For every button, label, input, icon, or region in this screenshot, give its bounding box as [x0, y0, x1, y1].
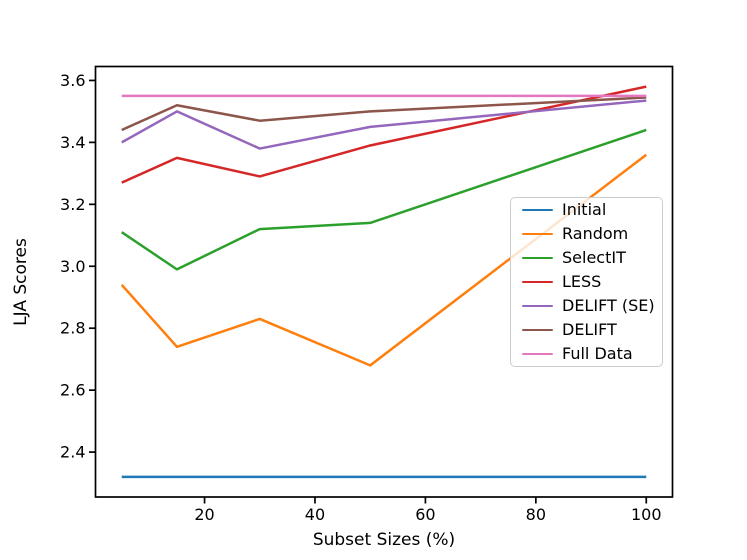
series-line-delift [121, 96, 647, 132]
legend-item-random: Random [511, 222, 662, 246]
x-tick-label: 40 [305, 505, 325, 524]
legend-item-full-data: Full Data [511, 342, 662, 366]
y-tick-label: 2.6 [60, 381, 85, 400]
x-tick-label: 60 [415, 505, 435, 524]
y-tick-label: 3.0 [60, 257, 85, 276]
y-axis-label: LJA Scores [11, 238, 31, 326]
legend-line-sample-delift [522, 328, 553, 332]
y-tick-label: 3.2 [60, 195, 85, 214]
axes-spines [94, 65, 674, 498]
legend-line-sample-full-data [522, 352, 553, 356]
legend-label-selectit: SelectIT [562, 248, 626, 267]
x-tick-label: 20 [194, 505, 214, 524]
legend-label-random: Random [562, 224, 629, 243]
legend-label-full-data: Full Data [562, 344, 633, 363]
legend-line-sample-initial [522, 208, 553, 212]
legend-item-selectit: SelectIT [511, 246, 662, 270]
y-tick-label: 3.4 [60, 133, 85, 152]
legend-label-initial: Initial [562, 200, 607, 219]
series-line-less [121, 85, 647, 184]
legend-label-less: LESS [562, 272, 602, 291]
legend-item-delift-se: DELIFT (SE) [511, 294, 662, 318]
legend-label-delift-se: DELIFT (SE) [562, 296, 655, 315]
y-tick-label: 2.4 [60, 443, 85, 462]
legend-item-initial: Initial [511, 198, 662, 222]
legend-label-delift: DELIFT [562, 320, 617, 339]
series-line-random [120, 153, 648, 367]
legend-line-sample-selectit [522, 256, 553, 260]
series-line-selectit [121, 128, 647, 271]
x-tick-label: 80 [526, 505, 546, 524]
legend-item-less: LESS [511, 270, 662, 294]
y-tick-label: 2.8 [60, 319, 85, 338]
series-line-delift-se [121, 99, 647, 150]
legend-line-sample-less [522, 280, 553, 284]
x-axis-label: Subset Sizes (%) [313, 530, 455, 550]
legend-line-sample-random [522, 232, 553, 236]
legend: Initial Random SelectIT LESS DELIFT (SE) DELI… [510, 197, 663, 367]
x-tick-label: 100 [631, 505, 662, 524]
legend-line-sample-delift-se [522, 304, 553, 308]
legend-item-delift: DELIFT [511, 318, 662, 342]
y-tick-label: 3.6 [60, 71, 85, 90]
